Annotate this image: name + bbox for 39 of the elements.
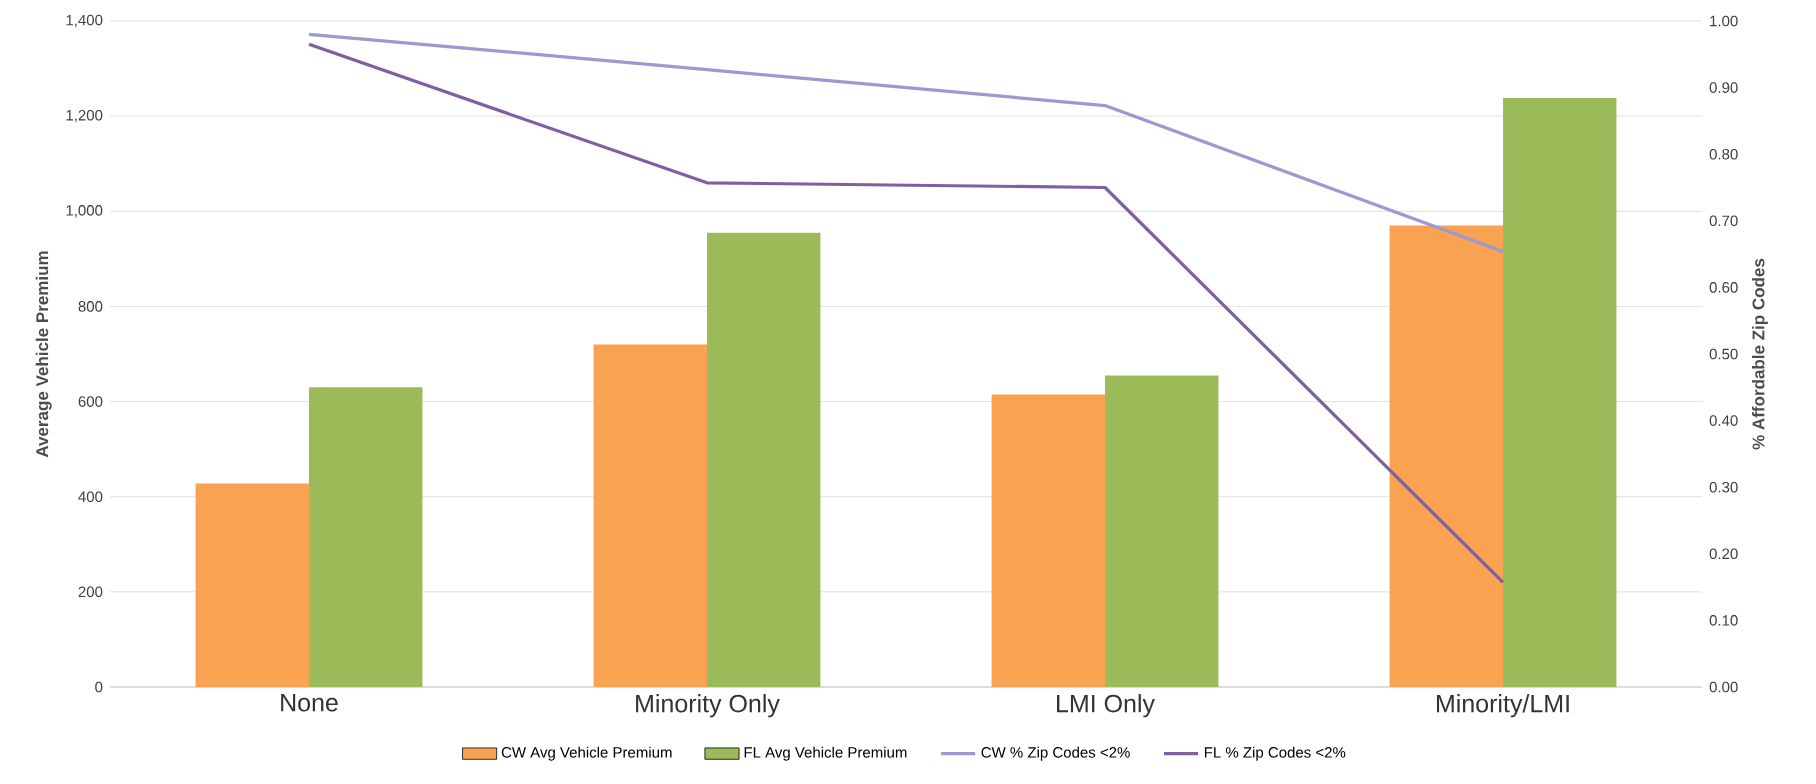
y2-tick-label: 0.80 [1709, 148, 1738, 160]
legend-label: FL Avg Vehicle Premium [744, 746, 907, 761]
y2-axis-title: % Affordable Zip Codes [1751, 258, 1768, 450]
line-series [307, 32, 1505, 254]
y2-tick-label: 0.10 [1709, 615, 1738, 626]
bar [1503, 98, 1617, 687]
bar [1105, 375, 1219, 687]
y-tick-label: 1,200 [66, 109, 103, 123]
x-tick-label: LMI Only [1057, 694, 1155, 718]
y2-tick-label: 0.50 [1709, 348, 1738, 360]
y-tick-label: 0 [95, 681, 103, 693]
y-tick-label: 1,400 [66, 14, 103, 28]
bar [195, 483, 309, 687]
bar [1389, 225, 1503, 687]
y2-tick-label: 0.70 [1709, 215, 1738, 227]
legend-label: FL % Zip Codes <2% [1204, 746, 1346, 761]
bar [707, 232, 821, 687]
y2-tick-label: 0.40 [1709, 415, 1738, 426]
y-axis-title: Average Vehicle Premium [35, 251, 52, 458]
bar [593, 344, 707, 687]
line-series [307, 42, 1505, 585]
y-tick-label: 800 [78, 301, 103, 312]
bar [991, 394, 1105, 687]
y-tick-label: 200 [78, 586, 103, 598]
y2-tick-label: 0.00 [1709, 681, 1738, 693]
y2-tick-label: 0.20 [1709, 548, 1738, 560]
x-tick-label: Minority/LMI [1436, 694, 1569, 718]
y2-tick-label: 0.90 [1709, 82, 1738, 93]
y-tick-label: 1,000 [66, 205, 103, 218]
legend-label: CW % Zip Codes <2% [981, 746, 1130, 761]
x-tick-label: Minority Only [636, 694, 780, 718]
x-tick-label: None [281, 694, 338, 712]
y2-tick-label: 0.30 [1709, 481, 1738, 493]
bar [309, 387, 423, 687]
y2-tick-label: 1.00 [1710, 15, 1738, 27]
y-tick-label: 600 [78, 396, 103, 407]
y2-tick-label: 0.60 [1709, 282, 1738, 293]
legend-label: CW Avg Vehicle Premium [501, 746, 672, 761]
y-tick-label: 400 [78, 491, 103, 503]
